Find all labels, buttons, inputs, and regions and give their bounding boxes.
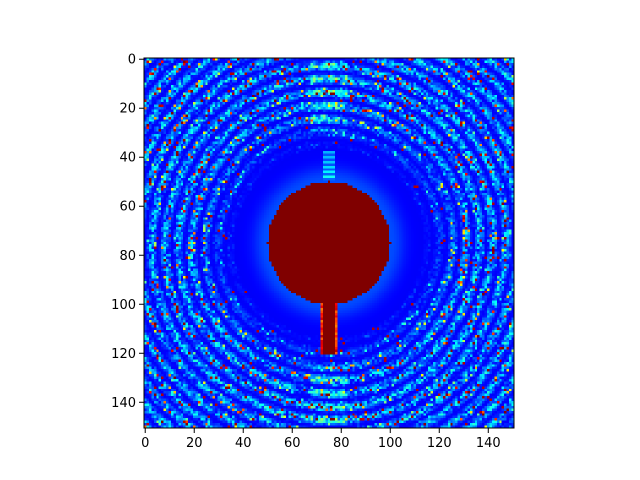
y-tick-label: 20 (119, 102, 136, 117)
x-tick-label: 40 (235, 436, 252, 451)
x-tick-label: 20 (186, 436, 203, 451)
y-tick-label: 60 (119, 200, 136, 215)
heatmap-image (144, 58, 514, 428)
y-tick-label: 140 (111, 396, 136, 411)
x-tick-label: 100 (378, 436, 403, 451)
x-tick-label: 120 (427, 436, 452, 451)
x-tick-label: 0 (141, 436, 149, 451)
y-tick-label: 80 (119, 249, 136, 264)
y-tick-label: 40 (119, 151, 136, 166)
y-tick-label: 100 (111, 298, 136, 313)
y-tick-label: 120 (111, 347, 136, 362)
x-tick-label: 80 (333, 436, 350, 451)
x-tick-label: 140 (476, 436, 501, 451)
axes-frame (143, 57, 515, 429)
y-axis-ticks: 0 20 40 60 80 100 120 140 (111, 53, 144, 411)
x-axis-ticks: 0 20 40 60 80 100 120 140 (141, 428, 501, 451)
x-tick-label: 60 (284, 436, 301, 451)
y-tick-label: 0 (128, 53, 136, 68)
